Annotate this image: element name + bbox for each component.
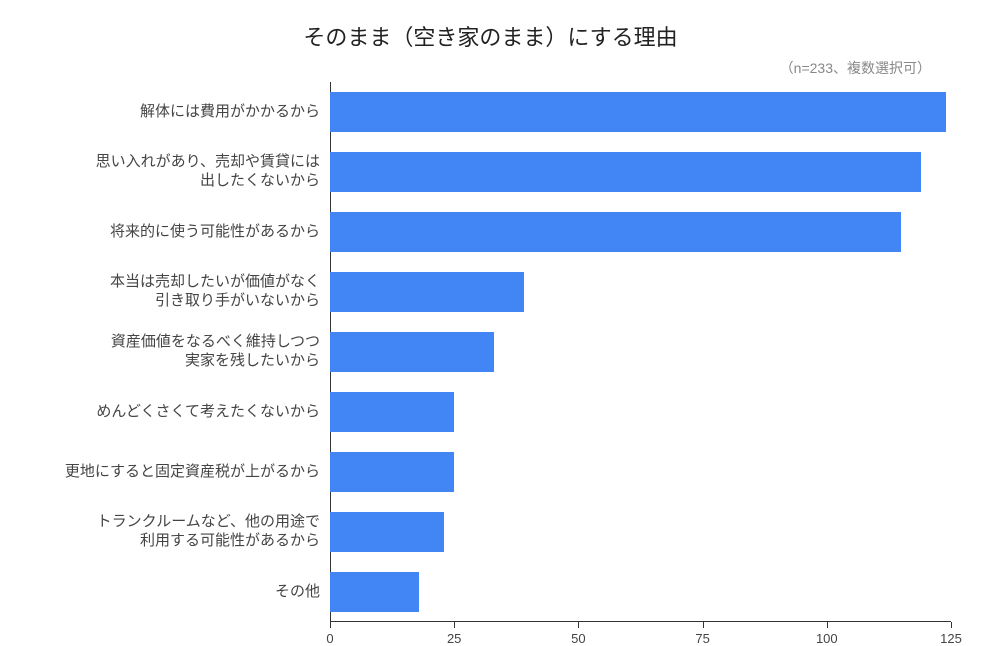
bar-row bbox=[330, 262, 951, 322]
category-label: トランクルームなど、他の用途で利用する可能性があるから bbox=[30, 502, 330, 562]
chart-subtitle: （n=233、複数選択可） bbox=[30, 58, 951, 78]
x-tick bbox=[703, 622, 704, 628]
bar bbox=[330, 272, 524, 312]
category-label: 資産価値をなるべく維持しつつ実家を残したいから bbox=[30, 322, 330, 382]
bar-row bbox=[330, 562, 951, 622]
chart-title: そのまま（空き家のまま）にする理由 bbox=[30, 20, 951, 52]
x-tick-label: 0 bbox=[326, 631, 333, 646]
bar bbox=[330, 512, 444, 552]
bars-rows bbox=[330, 82, 951, 622]
bar bbox=[330, 92, 946, 132]
bar-row bbox=[330, 322, 951, 382]
category-label: その他 bbox=[30, 562, 330, 622]
bar bbox=[330, 152, 921, 192]
bar-row bbox=[330, 202, 951, 262]
bar-row bbox=[330, 142, 951, 202]
x-tick-label: 125 bbox=[940, 631, 962, 646]
x-tick-label: 25 bbox=[447, 631, 461, 646]
bar-row bbox=[330, 502, 951, 562]
category-label: 将来的に使う可能性があるから bbox=[30, 202, 330, 262]
bar bbox=[330, 212, 901, 252]
x-tick-label: 50 bbox=[571, 631, 585, 646]
bar bbox=[330, 572, 419, 612]
bar bbox=[330, 452, 454, 492]
x-tick bbox=[951, 622, 952, 628]
plot-area: 解体には費用がかかるから思い入れがあり、売却や賃貸には出したくないから将来的に使… bbox=[30, 82, 951, 622]
x-tick-label: 100 bbox=[816, 631, 838, 646]
x-tick bbox=[330, 622, 331, 628]
bar-row bbox=[330, 382, 951, 442]
x-tick bbox=[578, 622, 579, 628]
category-label: めんどくさくて考えたくないから bbox=[30, 382, 330, 442]
chart-container: そのまま（空き家のまま）にする理由 （n=233、複数選択可） 解体には費用がか… bbox=[0, 0, 981, 628]
x-tick bbox=[454, 622, 455, 628]
bar-row bbox=[330, 82, 951, 142]
category-label: 更地にすると固定資産税が上がるから bbox=[30, 442, 330, 502]
bar-row bbox=[330, 442, 951, 502]
x-tick-label: 75 bbox=[695, 631, 709, 646]
x-tick bbox=[827, 622, 828, 628]
category-label: 解体には費用がかかるから bbox=[30, 82, 330, 142]
category-label: 思い入れがあり、売却や賃貸には出したくないから bbox=[30, 142, 330, 202]
bars-column: 0255075100125 bbox=[330, 82, 951, 622]
bar bbox=[330, 392, 454, 432]
bar bbox=[330, 332, 494, 372]
category-label: 本当は売却したいが価値がなく引き取り手がいないから bbox=[30, 262, 330, 322]
category-labels-column: 解体には費用がかかるから思い入れがあり、売却や賃貸には出したくないから将来的に使… bbox=[30, 82, 330, 622]
